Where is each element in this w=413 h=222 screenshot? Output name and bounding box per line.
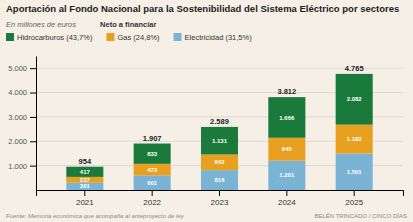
plot: 1.0002.0003.0004.0005.000202120222023202… xyxy=(8,57,403,207)
legend-swatch xyxy=(106,33,114,41)
bar xyxy=(66,177,103,183)
bar-series xyxy=(66,74,372,177)
legend-item: Hidrocarburos (43,7%) xyxy=(6,33,93,42)
y-tick: 1.000 xyxy=(8,162,36,171)
legend-label: Gas (24,8%) xyxy=(117,33,160,42)
subtitle: En millones de euros xyxy=(6,20,76,29)
bars xyxy=(66,74,372,190)
y-tick: 4.000 xyxy=(8,88,36,97)
data-label: 237 xyxy=(80,177,91,183)
legend-title: Neto a financiar xyxy=(100,20,156,29)
x-axis: 2021 2022 2023 2024 2025 xyxy=(37,190,404,207)
y-tick-mark xyxy=(30,117,36,118)
x-tick-label: 2025 xyxy=(345,198,363,207)
x-tick: 2022 xyxy=(143,190,161,207)
bar xyxy=(268,138,305,161)
bar xyxy=(201,154,238,170)
data-label: 417 xyxy=(80,169,91,175)
total-label: 2.589 xyxy=(210,117,229,126)
y-tick-label: 4.000 xyxy=(8,88,27,97)
legend-item: Gas (24,8%) xyxy=(106,33,160,42)
y-tick-mark xyxy=(30,166,36,167)
bar xyxy=(134,175,171,190)
y-tick-label: 2.000 xyxy=(8,137,27,146)
data-labels: 301 601 816 1.201 1.501 237 473 642 945 1.182 417 8… xyxy=(79,64,364,190)
title: Aportación al Fondo Nacional para la Sos… xyxy=(6,3,399,14)
data-label: 1.666 xyxy=(279,115,295,121)
bar xyxy=(336,125,373,154)
grid xyxy=(36,68,403,165)
data-label: 1.131 xyxy=(212,138,228,144)
total-label: 1.907 xyxy=(143,134,162,143)
y-tick-label: 3.000 xyxy=(8,113,27,122)
data-label: 1.501 xyxy=(347,169,363,175)
legend: Hidrocarburos (43,7%) Gas (24,8%) Electric… xyxy=(6,33,252,42)
source: Fuente: Memoria económica que acompaña a… xyxy=(6,213,185,219)
x-tick-label: 2023 xyxy=(211,198,229,207)
y-tick-mark xyxy=(30,93,36,94)
legend-swatch xyxy=(174,33,182,41)
total-label: 4.765 xyxy=(345,64,364,73)
legend-swatch xyxy=(6,33,14,41)
y-tick: 5.000 xyxy=(8,64,36,73)
bar-series xyxy=(66,125,372,183)
y-tick-label: 1.000 xyxy=(8,162,27,171)
data-label: 1.201 xyxy=(279,172,295,178)
chart: Aportación al Fondo Nacional para la Sos… xyxy=(0,0,413,222)
x-tick: 2023 xyxy=(211,190,229,207)
legend-label: Hidrocarburos (43,7%) xyxy=(17,33,93,42)
x-tick-mark xyxy=(84,190,85,196)
bar xyxy=(201,127,238,155)
data-label: 473 xyxy=(147,167,158,173)
data-label: 601 xyxy=(147,180,158,186)
legend-label: Electricidad (31,5%) xyxy=(185,33,253,42)
y-tick-label: 5.000 xyxy=(8,64,27,73)
bar xyxy=(134,144,171,164)
x-tick-mark xyxy=(152,190,153,196)
data-label: 642 xyxy=(214,159,225,165)
bar xyxy=(134,164,171,176)
data-label: 301 xyxy=(80,183,91,189)
bar xyxy=(268,161,305,190)
y-axis-line xyxy=(36,57,37,191)
y-tick: 2.000 xyxy=(8,137,36,146)
x-tick-label: 2022 xyxy=(143,198,161,207)
x-tick-mark xyxy=(286,190,287,196)
total-label: 954 xyxy=(79,157,92,166)
x-tick: 2024 xyxy=(278,190,296,207)
x-tick: 2025 xyxy=(345,190,363,207)
bar xyxy=(66,183,103,190)
bar xyxy=(66,167,103,177)
x-tick-label: 2021 xyxy=(76,198,94,207)
y-tick-mark xyxy=(30,141,36,142)
x-tick-label: 2024 xyxy=(278,198,296,207)
bar xyxy=(268,97,305,138)
x-tick: 2021 xyxy=(76,190,94,207)
data-label: 1.182 xyxy=(347,136,363,142)
author: BELÉN TRINCADO / CINCO DÍAS xyxy=(314,213,407,219)
data-label: 833 xyxy=(147,151,158,157)
x-tick-mark xyxy=(354,190,355,196)
data-label: 945 xyxy=(282,146,293,152)
bar-series xyxy=(66,153,372,190)
legend-item: Electricidad (31,5%) xyxy=(174,33,253,42)
bar xyxy=(201,170,238,190)
x-axis-line xyxy=(37,191,404,197)
bar xyxy=(336,153,373,190)
bar xyxy=(336,74,373,125)
data-label: 2.082 xyxy=(347,96,363,102)
y-tick: 3.000 xyxy=(8,113,36,122)
x-tick-mark xyxy=(219,190,220,196)
y-tick-mark xyxy=(30,68,36,69)
data-label: 816 xyxy=(214,177,225,183)
y-axis: 1.000 2.000 3.000 4.000 5.000 xyxy=(8,57,36,191)
total-label: 3.812 xyxy=(277,87,296,96)
background xyxy=(0,0,413,222)
